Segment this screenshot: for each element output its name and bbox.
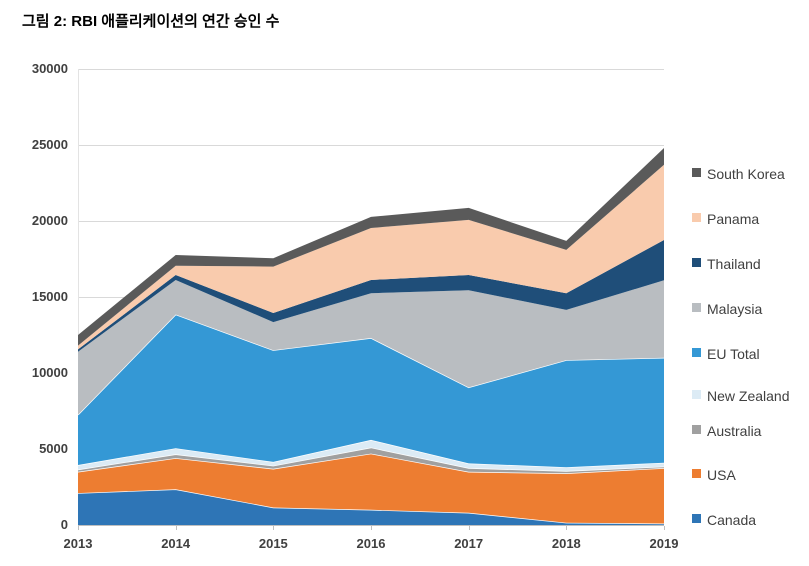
legend: South Korea Panama Thailand Malaysia EU Tota… (692, 0, 809, 566)
legend-item-new-zealand: New Zealand (692, 386, 803, 407)
legend-swatch-icon (692, 303, 701, 312)
figure-title: 그림 2: RBI 애플리케이션의 연간 승인 수 (22, 13, 280, 30)
y-tick-label: 5000 (39, 441, 68, 456)
legend-swatch-icon (692, 514, 701, 523)
series-area-thailand (78, 240, 664, 352)
x-tick-label: 2018 (551, 536, 581, 551)
y-tick-label: 15000 (31, 289, 68, 304)
series-area-malaysia (78, 280, 664, 415)
gridline (78, 69, 664, 70)
legend-swatch-icon (692, 258, 701, 267)
series-area-usa (78, 453, 664, 524)
legend-swatch-icon (692, 348, 701, 357)
gridline (78, 145, 664, 146)
y-tick-label: 20000 (31, 213, 68, 228)
legend-swatch-icon (692, 168, 701, 177)
legend-item-canada: Canada (692, 510, 803, 531)
y-axis-line (78, 69, 79, 525)
stacked-area-plot (77, 148, 665, 525)
x-tick-mark (273, 526, 275, 530)
y-tick-label: 30000 (31, 61, 68, 76)
x-tick-mark (175, 526, 177, 530)
x-tick-label: 2017 (454, 536, 484, 551)
x-tick-mark (371, 526, 372, 530)
legend-item-malaysia: Malaysia (692, 299, 803, 320)
x-tick-mark (468, 526, 470, 530)
series-area-australia (78, 447, 664, 474)
legend-label: EU Total (707, 346, 760, 362)
x-tick-label: 2013 (63, 536, 93, 551)
x-tick-label: 2015 (258, 536, 288, 551)
legend-label: Malaysia (707, 301, 763, 317)
series-area-canada (78, 489, 664, 525)
legend-label: Canada (707, 512, 757, 528)
legend-item-thailand: Thailand (692, 254, 803, 275)
legend-label: USA (707, 467, 736, 483)
legend-item-eu-total: EU Total (692, 344, 803, 365)
legend-swatch-icon (692, 390, 701, 399)
y-tick-label: 25000 (31, 137, 68, 152)
legend-label: Australia (707, 423, 762, 439)
legend-swatch-icon (692, 213, 701, 222)
legend-item-australia: Australia (692, 421, 803, 442)
x-tick-label: 2019 (649, 536, 679, 551)
x-axis-line (78, 525, 664, 526)
x-tick-label: 2016 (356, 536, 386, 551)
legend-swatch-icon (692, 425, 701, 434)
legend-label: Thailand (707, 256, 761, 272)
y-tick-label: 10000 (31, 365, 68, 380)
x-tick-mark (664, 526, 665, 530)
legend-label: New Zealand (707, 388, 790, 404)
x-tick-mark (78, 526, 79, 530)
x-tick-label: 2014 (161, 536, 191, 551)
legend-label: South Korea (707, 166, 785, 182)
series-area-new-zealand (78, 439, 664, 471)
legend-item-south-korea: South Korea (692, 164, 803, 185)
legend-label: Panama (707, 211, 760, 227)
x-tick-mark (566, 526, 568, 530)
legend-item-usa: USA (692, 465, 803, 486)
legend-item-panama: Panama (692, 209, 803, 230)
series-area-eu-total (78, 314, 664, 468)
plot-area (77, 69, 665, 530)
y-tick-label: 0 (60, 517, 68, 532)
series-area-panama (78, 164, 664, 350)
legend-swatch-icon (692, 469, 701, 478)
